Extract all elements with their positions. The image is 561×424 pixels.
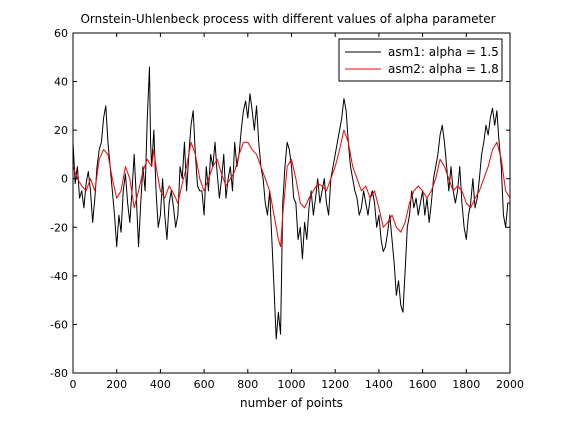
y-tick-label: 20 [54,124,68,137]
x-tick-label: 1200 [321,378,349,391]
x-tick-label: 1800 [452,378,480,391]
x-tick-label: 1400 [365,378,393,391]
y-tick-label: -80 [50,367,68,380]
x-axis-label: number of points [240,396,343,410]
legend: asm1: alpha = 1.5 asm2: alpha = 1.8 [338,38,503,82]
x-tick-label: 1600 [409,378,437,391]
series-lines [72,66,511,340]
x-tick-label: 0 [70,378,77,391]
legend-label-1: asm1: alpha = 1.5 [388,45,499,59]
x-tick-label: 400 [150,378,171,391]
y-tick-label: 0 [61,173,68,186]
axis-ticks: 0 200 400 600 800 1000 1200 1400 1600 1800 2000-80… [50,27,524,391]
y-tick-label: -20 [50,221,68,234]
x-tick-label: 800 [237,378,258,391]
y-tick-label: -60 [50,318,68,331]
x-tick-label: 1000 [278,378,306,391]
plot-area [73,33,510,373]
series-line-1 [72,66,510,340]
x-tick-label: 600 [194,378,215,391]
y-tick-label: 40 [54,76,68,89]
chart-title: Ornstein-Uhlenbeck process with differen… [80,12,495,26]
legend-label-2: asm2: alpha = 1.8 [388,62,499,76]
y-tick-label: 60 [54,27,68,40]
x-tick-label: 2000 [496,378,524,391]
y-tick-label: -40 [50,270,68,283]
legend-box [338,38,503,82]
series-line-2 [72,129,511,248]
x-tick-label: 200 [106,378,127,391]
